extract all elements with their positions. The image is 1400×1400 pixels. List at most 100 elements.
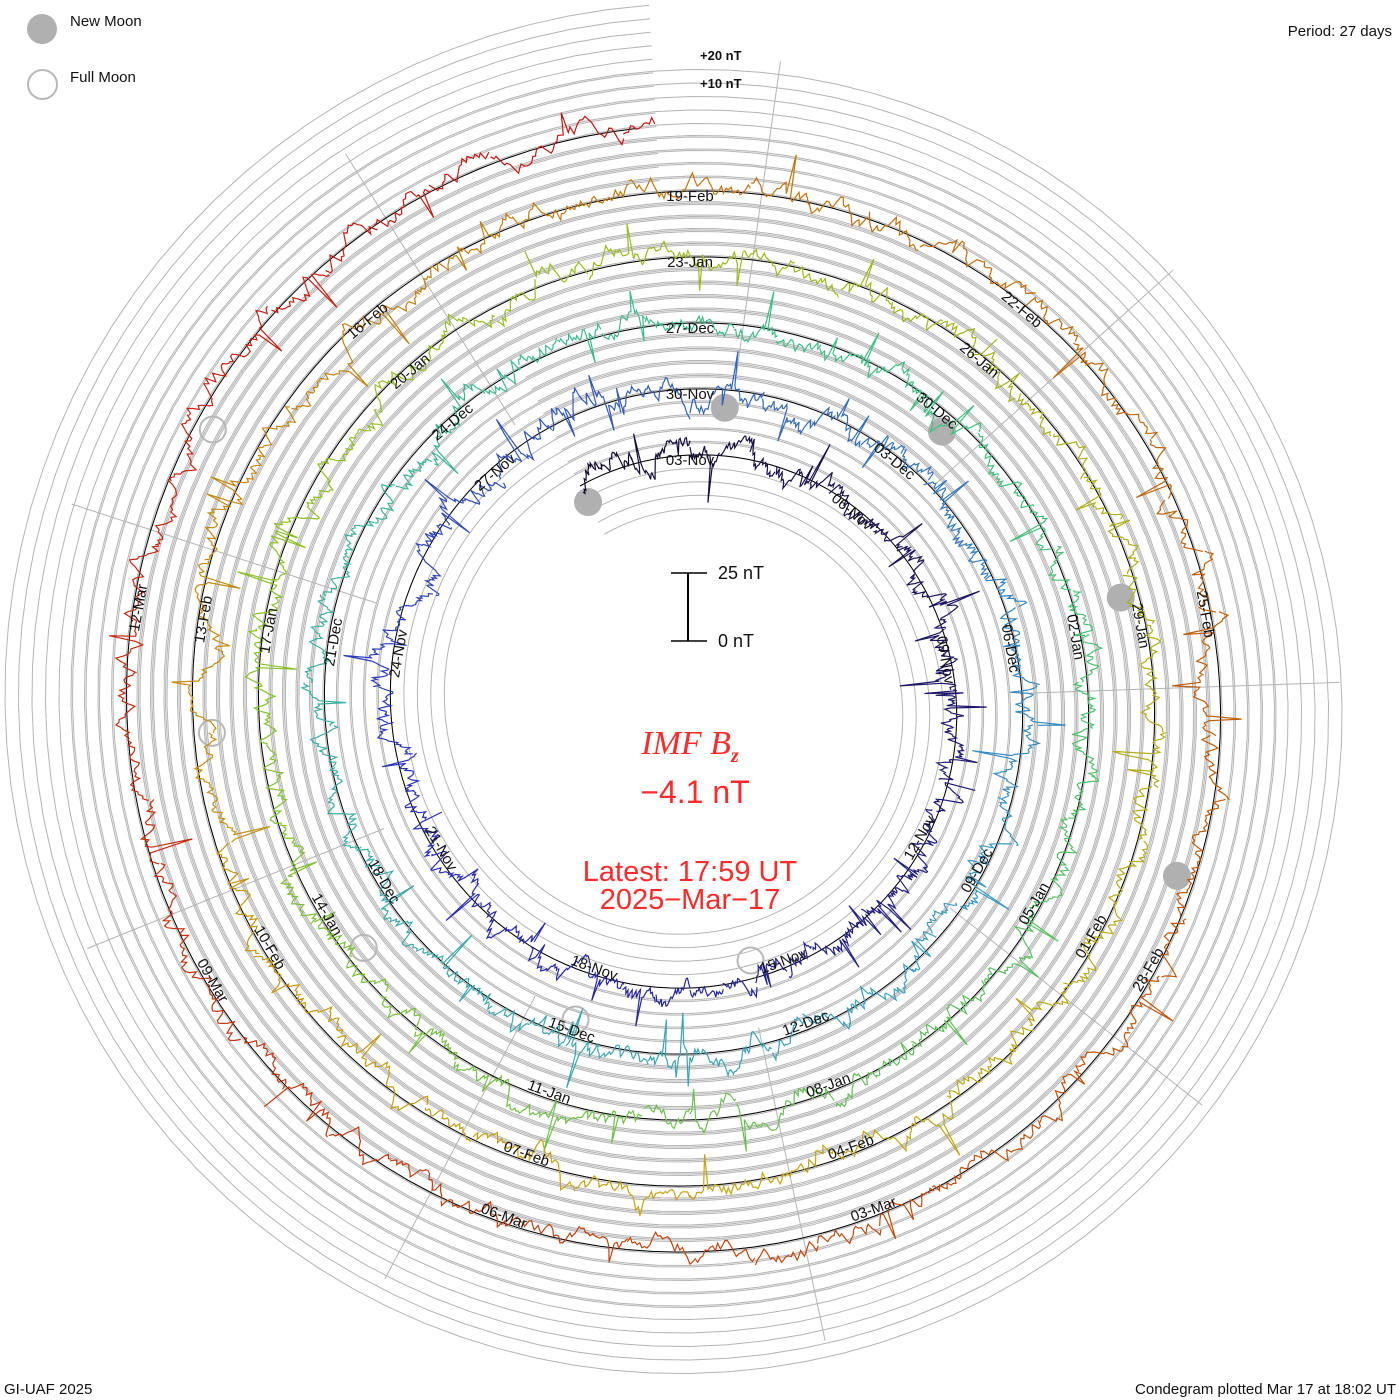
bz-trace-segment: [495, 419, 528, 480]
bz-trace-segment: [982, 350, 1020, 403]
bz-trace-segment: [366, 290, 421, 345]
bz-trace-segment: [689, 1239, 756, 1265]
bz-trace-segment: [1009, 508, 1052, 551]
bz-trace-segment: [555, 953, 592, 982]
bz-trace-segment: [445, 868, 481, 922]
date-label: 11-Jan: [525, 1077, 573, 1108]
bz-trace-segment: [922, 808, 938, 845]
bz-trace-segment: [316, 449, 348, 493]
bz-trace-segment: [722, 977, 758, 999]
bz-trace-segment: [206, 456, 263, 507]
bz-trace-segment: [114, 672, 137, 739]
bz-trace-segment: [987, 1026, 1035, 1066]
bz-trace-segment: [972, 724, 1042, 763]
bz-trace-segment: [1091, 890, 1123, 940]
new-moon-marker: [710, 393, 739, 422]
bz-trace-segment: [374, 371, 414, 413]
bz-trace-segment: [946, 1063, 992, 1099]
date-label: 15-Dec: [546, 1014, 598, 1047]
bz-trace-segment: [206, 788, 271, 843]
bz-trace-segment: [733, 291, 778, 343]
bz-trace-segment: [626, 1231, 691, 1265]
bz-trace-segment: [802, 1012, 851, 1030]
bz-trace-segment: [511, 201, 573, 230]
scale-bar-bottom-label: 0 nT: [718, 631, 755, 651]
bz-trace-segment: [1047, 545, 1071, 592]
bz-trace-segment: [905, 1100, 961, 1156]
bz-trace-segment: [424, 1107, 472, 1143]
bz-trace-segment: [644, 315, 691, 332]
bz-trace-segment: [345, 408, 384, 451]
bz-trace-segment: [995, 475, 1035, 509]
bz-trace-segment: [861, 332, 911, 380]
bz-trace-segment: [689, 383, 729, 416]
grid-spiral: [4, 4, 1343, 1375]
bz-trace-segment: [755, 957, 788, 988]
bz-trace-segment: [926, 902, 958, 934]
bz-trace-segment: [517, 337, 557, 365]
bz-trace-segment: [186, 362, 231, 416]
bz-trace-segment: [860, 435, 906, 469]
bz-trace-segment: [260, 728, 285, 778]
bz-trace-segment: [632, 1188, 691, 1216]
bz-trace-segment: [793, 406, 836, 436]
bz-trace-segment: [440, 378, 486, 427]
bz-trace-segment: [171, 676, 217, 733]
bz-trace-segment: [457, 978, 493, 1011]
bz-trace-segment: [525, 1139, 576, 1192]
bz-trace-segment: [1200, 734, 1230, 801]
bz-trace-segment: [154, 479, 178, 546]
bz-trace-segment: [480, 901, 499, 940]
bz-trace-segment: [540, 1099, 595, 1152]
date-label: 06-Nov: [828, 490, 876, 534]
bz-trace-segment: [253, 955, 302, 997]
grid-spiral: [112, 112, 1235, 1267]
bz-trace-segment: [799, 444, 836, 491]
chart-title-main: IMF B: [641, 725, 731, 762]
grid-spoke: [384, 996, 536, 1280]
date-label: 15-Nov: [758, 945, 810, 978]
bz-trace-segment: [346, 957, 389, 992]
bz-trace-segment: [572, 183, 630, 211]
bz-trace-segment: [793, 265, 839, 298]
bz-trace-segment: [1033, 866, 1070, 906]
bz-trace-segment: [412, 811, 443, 857]
footer-credit: GI-UAF 2025: [4, 1381, 93, 1398]
scale-bar-top-label: 25 nT: [718, 563, 765, 583]
bz-trace-segment: [269, 525, 306, 581]
bz-trace-segment: [193, 732, 218, 790]
bz-trace-segment: [139, 799, 193, 865]
bz-trace-segment: [472, 1130, 527, 1160]
bz-trace-segment: [910, 842, 934, 874]
bz-trace-segment: [929, 405, 982, 436]
bz-trace-segment: [890, 301, 943, 332]
bz-trace-segment: [1191, 798, 1226, 859]
bz-trace-segment: [424, 478, 477, 534]
bz-trace-segment: [1052, 342, 1109, 397]
bz-trace-segment: [875, 1042, 915, 1077]
bz-trace-segment: [206, 983, 241, 1042]
bz-trace-segment: [727, 351, 765, 409]
bz-trace-segment: [911, 930, 937, 973]
new-moon-marker: [1106, 583, 1135, 612]
bz-trace-segment: [924, 689, 987, 721]
date-label: 06-Dec: [998, 623, 1023, 674]
bz-trace-segment: [325, 222, 378, 274]
bz-trace-segment: [817, 1223, 882, 1245]
bz-trace-segment: [416, 548, 442, 596]
bz-trace-segment: [1127, 975, 1174, 1032]
ring-label-20: +20 nT: [700, 48, 742, 63]
bz-trace-segment: [960, 867, 1010, 911]
bz-trace-segment: [322, 556, 352, 597]
bz-trace-segment: [271, 273, 338, 314]
bz-trace-segment: [1056, 816, 1078, 866]
date-label: 19-Feb: [666, 188, 714, 205]
date-label: 12-Mar: [126, 583, 151, 633]
new-moon-marker: [927, 417, 956, 446]
bz-trace-segment: [309, 594, 335, 640]
bz-trace-segment: [1039, 1070, 1086, 1123]
bz-trace-segment: [1115, 840, 1148, 892]
bz-trace-segment: [636, 240, 691, 266]
bz-trace-segment: [565, 1008, 608, 1089]
bz-trace-segment: [263, 1082, 331, 1138]
